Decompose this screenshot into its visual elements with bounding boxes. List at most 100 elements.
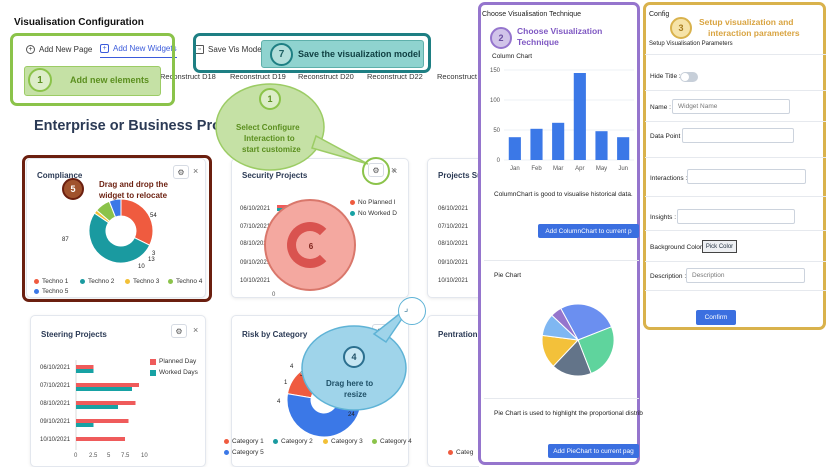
data-point-label: Data Point : — [650, 133, 684, 140]
risk-value-label: 4 — [277, 399, 281, 405]
compliance-title: Compliance — [37, 171, 83, 180]
resize-handle-icon[interactable]: ⌟ — [404, 303, 409, 313]
y-axis-date: 07/10/2021 — [240, 224, 271, 230]
legend-item: Category 2 — [273, 438, 313, 445]
y-axis-date: 08/10/2021 — [240, 241, 271, 247]
close-icon[interactable]: × — [193, 325, 199, 335]
divider — [645, 54, 826, 55]
configure-speech-bubble — [215, 83, 369, 171]
close-icon[interactable]: × — [392, 166, 398, 176]
divider — [645, 290, 826, 291]
pentration-title: Pentration — [438, 330, 478, 339]
compliance-value-label: 87 — [62, 237, 69, 243]
compliance-value-label: 3 — [152, 251, 156, 257]
gear-icon[interactable]: ⚙ — [368, 163, 384, 177]
tab-save-vis-model-label: Save Vis Model — [208, 44, 264, 54]
legend-swatch — [34, 289, 39, 294]
tab-reconstruct-d22[interactable]: Reconstruct D22 — [367, 72, 423, 81]
y-axis-date: 06/10/2021 — [40, 365, 71, 371]
close-icon[interactable]: × — [193, 166, 199, 176]
interactions-input[interactable] — [687, 169, 806, 184]
legend-swatch — [125, 279, 130, 284]
compliance-card[interactable]: Compliance ⚙ × — [26, 158, 206, 298]
step-3-badge: 3 — [670, 17, 692, 39]
pie-slice — [552, 339, 592, 377]
legend-swatch — [168, 279, 173, 284]
resize-speech-bubble — [301, 303, 413, 411]
move-icon — [287, 222, 333, 268]
legend-item: No Worked D — [350, 210, 397, 217]
legend-item: Worked Days — [150, 369, 198, 376]
background-color-label: Background Color : — [650, 244, 706, 251]
y-axis-date: 09/10/2021 — [240, 260, 271, 266]
config-callout — [643, 2, 826, 330]
x-axis-tick: 0 — [74, 453, 78, 459]
compliance-value-label: 13 — [148, 257, 155, 263]
step-4-badge: 4 — [343, 346, 365, 368]
bar-worked — [76, 369, 94, 373]
y-axis-tick: 50 — [493, 128, 500, 134]
step-2-badge: 2 — [490, 27, 512, 49]
legend-swatch — [323, 439, 328, 444]
x-axis-tick: 10 — [141, 453, 148, 459]
gear-icon[interactable]: ⚙ — [171, 324, 187, 338]
legend-item: Category 3 — [323, 438, 363, 445]
data-point-input[interactable] — [682, 128, 794, 143]
plus-square-icon: + — [100, 44, 109, 53]
gear-icon[interactable]: ⚙ — [173, 165, 189, 179]
description-input[interactable]: Description — [686, 268, 805, 283]
y-axis-date: 08/10/2021 — [438, 241, 469, 247]
tab-add-new-page[interactable]: + Add New Page — [26, 40, 92, 58]
add-pie-chart-button[interactable]: Add PieChart to current pag — [548, 444, 639, 458]
y-axis-date: 09/10/2021 — [438, 260, 469, 266]
pie-chart-description: Pie Chart is used to highlight the propo… — [494, 410, 643, 417]
legend-label: Category 1 — [232, 438, 264, 445]
y-axis-date: 07/10/2021 — [438, 224, 469, 230]
confirm-button[interactable]: Confirm — [696, 310, 736, 325]
pie-chart-preview — [541, 303, 615, 377]
legend-item: Techno 5 — [34, 288, 68, 295]
add-column-chart-button[interactable]: Add ColumnChart to current p — [538, 224, 639, 238]
widget-name-input[interactable]: Widget Name — [672, 99, 790, 114]
y-axis-date: 09/10/2021 — [40, 419, 71, 425]
legend-swatch — [34, 279, 39, 284]
legend-swatch — [224, 439, 229, 444]
technique-label-line2: Technique — [517, 37, 559, 47]
legend-label: Techno 3 — [133, 278, 160, 285]
risk-value-label: 1 — [284, 380, 288, 386]
column-bar — [573, 73, 586, 160]
column-chart-title: Column Chart — [492, 53, 533, 60]
resize-target-ring — [398, 297, 426, 325]
legend-swatch — [448, 450, 453, 455]
step-6-badge: 6 — [308, 241, 314, 251]
x-axis-tick: 0 — [272, 292, 276, 298]
y-axis-date: 06/10/2021 — [240, 206, 271, 212]
legend-swatch — [372, 439, 377, 444]
risk-value-label: 24 — [348, 412, 355, 418]
x-axis-tick: Jun — [618, 166, 628, 172]
compliance-value-label: 54 — [150, 213, 157, 219]
tab-add-new-widgets[interactable]: + Add New Widgets — [100, 40, 177, 58]
close-icon[interactable]: × — [391, 165, 397, 175]
tab-reconstruct-d20[interactable]: Reconstruct D20 — [298, 72, 354, 81]
pick-color-button[interactable]: Pick Color — [702, 240, 737, 253]
y-axis-tick: 150 — [490, 68, 501, 74]
legend-item: Techno 2 — [80, 278, 114, 285]
tab-reconstruct[interactable]: Reconstruct — [437, 72, 478, 81]
tab-add-new-widgets-label: Add New Widgets — [113, 44, 177, 53]
y-axis-date: 10/10/2021 — [438, 278, 469, 284]
legend-label: No Planned I — [358, 199, 396, 206]
x-axis-tick: May — [596, 166, 607, 172]
hide-title-toggle[interactable] — [680, 72, 698, 82]
y-axis-date: 10/10/2021 — [40, 437, 71, 443]
insights-input[interactable] — [677, 209, 795, 224]
legend-swatch — [224, 450, 229, 455]
legend-swatch — [150, 369, 156, 376]
bar-planned — [76, 419, 129, 423]
dashboard-title: Enterprise or Business Project S — [34, 118, 260, 134]
tab-reconstruct-d18[interactable]: Reconstruct D18 — [160, 72, 216, 81]
legend-swatch — [273, 439, 278, 444]
tab-reconstruct-d19[interactable]: Reconstruct D19 — [230, 72, 286, 81]
bar-worked — [76, 423, 94, 427]
legend-label: Category 2 — [281, 438, 313, 445]
